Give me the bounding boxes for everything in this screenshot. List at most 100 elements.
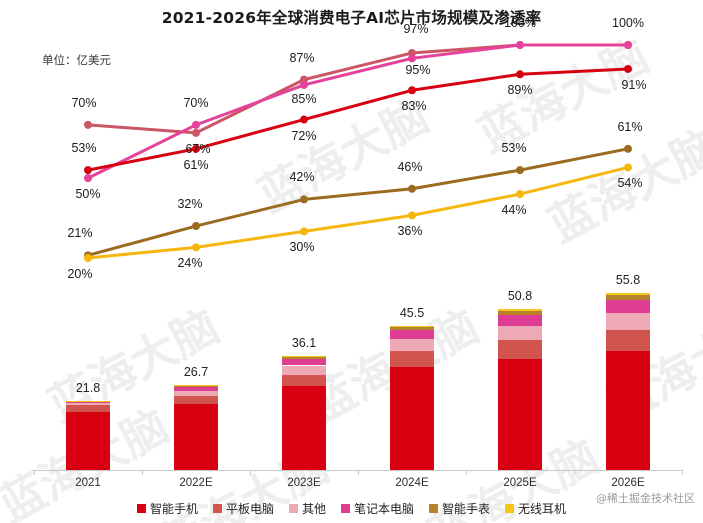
data-point-marker bbox=[408, 211, 416, 220]
bar-segment bbox=[606, 351, 650, 470]
bar-segment bbox=[282, 355, 326, 357]
line-data-label: 44% bbox=[501, 203, 527, 218]
legend-item[interactable]: 其他 bbox=[288, 500, 326, 517]
x-axis-label: 2023E bbox=[287, 477, 321, 489]
bar-segment bbox=[498, 311, 542, 315]
bar-segment bbox=[606, 299, 650, 314]
line-data-label: 20% bbox=[67, 267, 93, 281]
penetration-line bbox=[86, 43, 630, 180]
unit-label: 单位：亿美元 bbox=[42, 53, 111, 67]
legend-swatch-icon bbox=[136, 504, 146, 513]
penetration-line bbox=[86, 67, 630, 172]
data-point-marker bbox=[624, 64, 632, 73]
data-point-marker bbox=[192, 128, 200, 137]
legend-label: 智能手机 bbox=[149, 502, 198, 516]
data-point-marker bbox=[516, 41, 524, 49]
bar-segment bbox=[282, 374, 326, 387]
bar-segment bbox=[498, 325, 542, 341]
data-point-marker bbox=[192, 222, 200, 231]
line-data-label: 53% bbox=[501, 141, 527, 156]
line-data-label: 42% bbox=[289, 170, 315, 185]
legend-swatch-icon bbox=[212, 504, 222, 513]
bar-segment bbox=[66, 403, 110, 406]
bar-segment bbox=[606, 293, 650, 296]
chart-title: 2021-2026年全球消费电子AI芯片市场规模及渗透率 bbox=[161, 9, 542, 27]
legend-label: 平板电脑 bbox=[225, 502, 274, 516]
line-data-label: 72% bbox=[291, 128, 317, 143]
data-point-marker bbox=[84, 120, 92, 129]
data-point-marker bbox=[84, 174, 92, 183]
data-point-marker bbox=[624, 144, 632, 153]
bar-segment bbox=[498, 340, 542, 360]
bar-total-label: 45.5 bbox=[399, 305, 425, 320]
bar-segment bbox=[66, 400, 110, 402]
x-axis-tick bbox=[574, 470, 575, 475]
x-axis-label: 2024E bbox=[395, 477, 429, 489]
bar-segment bbox=[282, 356, 326, 359]
x-axis-label: 2026E bbox=[611, 477, 645, 489]
bar-segment bbox=[498, 314, 542, 326]
data-point-marker bbox=[192, 144, 200, 153]
data-point-marker bbox=[84, 254, 92, 262]
line-data-label: 36% bbox=[397, 224, 423, 239]
line-data-label: 61% bbox=[617, 119, 643, 134]
line-data-label: 67% bbox=[185, 141, 211, 156]
bar-segment bbox=[606, 329, 650, 352]
line-data-label: 95% bbox=[405, 63, 431, 78]
data-point-marker bbox=[300, 80, 308, 89]
x-axis-tick bbox=[142, 470, 143, 475]
legend-label: 无线耳机 bbox=[518, 502, 567, 516]
bar-segment bbox=[282, 365, 326, 375]
bar-segment bbox=[498, 309, 542, 312]
bar-total-label: 55.8 bbox=[615, 273, 641, 288]
bar-segment bbox=[606, 295, 650, 300]
bar-segment bbox=[282, 358, 326, 366]
line-data-label: 100% bbox=[504, 16, 536, 30]
bar-segment bbox=[282, 386, 326, 470]
bar-segment bbox=[174, 403, 218, 470]
attribution-label: @稀土掘金技术社区 bbox=[596, 492, 695, 505]
legend-swatch-icon bbox=[505, 504, 515, 513]
data-point-marker bbox=[624, 163, 632, 172]
bar-segment bbox=[66, 405, 110, 413]
legend-label: 笔记本电脑 bbox=[354, 502, 415, 516]
legend-swatch-icon bbox=[288, 504, 298, 513]
line-data-label: 24% bbox=[177, 256, 203, 271]
data-point-marker bbox=[192, 120, 200, 129]
bar-segment bbox=[66, 401, 110, 404]
data-point-marker bbox=[516, 166, 524, 175]
line-data-label: 30% bbox=[289, 240, 315, 255]
line-data-label: 50% bbox=[75, 187, 101, 202]
line-data-label: 61% bbox=[183, 157, 209, 172]
bar-segment bbox=[390, 350, 434, 368]
line-data-label: 21% bbox=[67, 226, 93, 241]
bar-total-label: 50.8 bbox=[507, 289, 533, 304]
line-data-label: 85% bbox=[291, 91, 317, 106]
data-point-marker bbox=[408, 54, 416, 63]
line-data-label: 97% bbox=[403, 21, 429, 36]
legend-item[interactable]: 笔记本电脑 bbox=[341, 500, 414, 517]
data-point-marker bbox=[300, 115, 308, 124]
x-axis-line bbox=[32, 470, 682, 471]
x-axis-label: 2025E bbox=[503, 477, 537, 489]
data-point-marker bbox=[408, 184, 416, 193]
legend-item[interactable]: 无线耳机 bbox=[505, 500, 566, 517]
x-axis-tick bbox=[466, 470, 467, 475]
line-data-label: 91% bbox=[621, 77, 647, 92]
legend-label: 其他 bbox=[301, 502, 326, 516]
bar-total-label: 26.7 bbox=[183, 365, 209, 380]
legend-item[interactable]: 平板电脑 bbox=[212, 500, 274, 517]
bar-segment bbox=[390, 329, 434, 339]
legend-item[interactable]: 智能手表 bbox=[429, 500, 490, 517]
chart-legend: 智能手机 平板电脑 其他 笔记本电脑 智能手表 无线耳机 bbox=[0, 500, 703, 517]
x-axis-tick bbox=[34, 470, 35, 475]
penetration-line bbox=[86, 147, 630, 257]
legend-label: 智能手表 bbox=[442, 502, 491, 516]
x-axis-tick bbox=[682, 470, 683, 475]
data-point-marker bbox=[624, 41, 632, 49]
bar-total-label: 36.1 bbox=[291, 335, 317, 350]
bar-segment bbox=[390, 325, 434, 328]
legend-item[interactable]: 智能手机 bbox=[136, 500, 198, 517]
